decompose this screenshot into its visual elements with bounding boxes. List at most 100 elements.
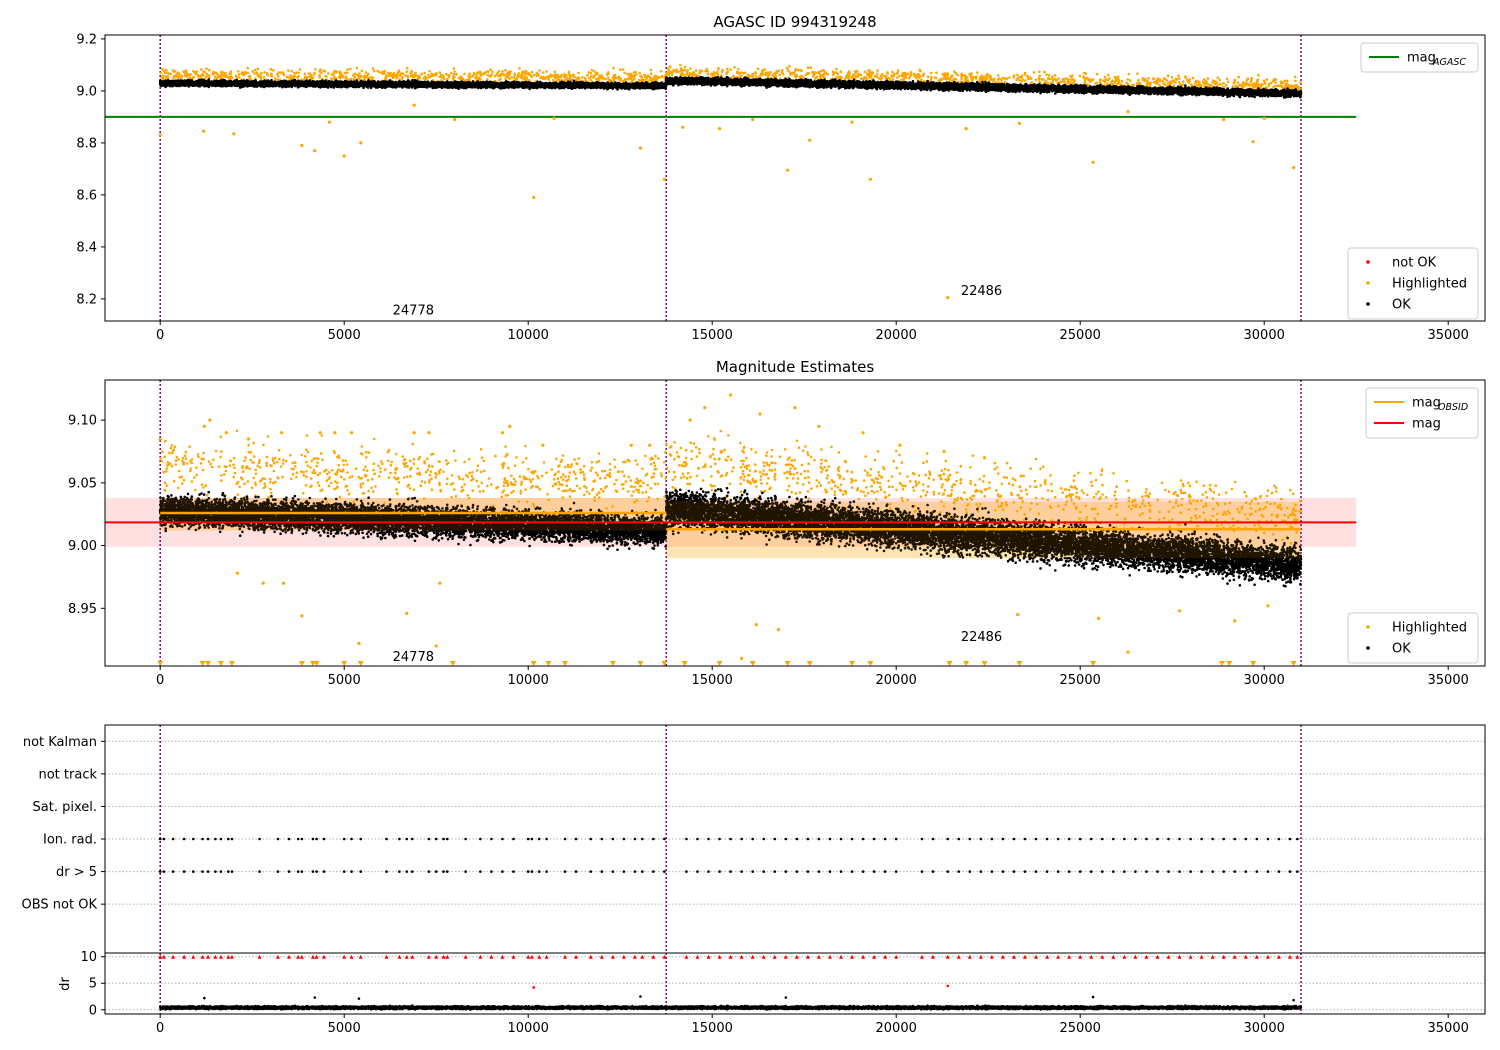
dr-clipped-marker: [200, 954, 205, 959]
dr-clipped-marker: [1243, 954, 1248, 959]
flag-point: [464, 837, 467, 841]
flag-point: [398, 837, 401, 841]
flag-point: [512, 837, 515, 841]
dr-clipped-marker: [1295, 954, 1300, 959]
flag-point: [398, 870, 401, 873]
flag-point: [158, 870, 162, 873]
y-tick-label: 9.10: [68, 414, 97, 429]
flag-point: [920, 870, 924, 873]
highlighted-point: [638, 146, 643, 150]
dr-clipped-marker: [1254, 954, 1259, 959]
clipped-low-marker: [963, 661, 970, 666]
clipped-low-marker: [681, 661, 688, 666]
flag-point: [696, 870, 699, 873]
dr-clipped-marker: [434, 954, 439, 959]
flag-point: [894, 837, 898, 841]
flag-point: [385, 870, 388, 873]
flag-point: [1056, 837, 1060, 841]
dr-clipped-marker: [1276, 954, 1281, 959]
dr-clipped-marker: [296, 954, 301, 959]
obsid-label: 22486: [961, 284, 1002, 299]
dr-clipped-marker: [349, 954, 354, 959]
flag-point: [707, 837, 710, 841]
flag-point: [762, 837, 766, 841]
clipped-low-marker: [357, 661, 364, 666]
legend-box: [1347, 247, 1479, 320]
flag-point: [1277, 837, 1281, 841]
x-tick-label: 25000: [1060, 328, 1101, 343]
flag-point: [1067, 870, 1071, 873]
highlighted-point: [1091, 160, 1095, 164]
flag-point: [931, 837, 935, 841]
flag-point: [1134, 837, 1137, 841]
flag-point: [685, 870, 688, 873]
clipped-low-marker: [1226, 661, 1233, 666]
dr-clipped-marker: [161, 954, 166, 959]
clipped-low-marker: [341, 661, 348, 666]
dr-clipped-marker: [206, 954, 211, 959]
highlighted-point: [232, 132, 236, 136]
highlighted-point: [681, 125, 685, 129]
dr-clipped-marker: [158, 954, 163, 959]
dr-clipped-marker: [728, 954, 733, 959]
flag-point: [1222, 870, 1226, 873]
dr-clipped-marker: [662, 954, 667, 959]
flag-point: [1266, 837, 1270, 841]
flag-point: [784, 870, 788, 873]
flag-point: [957, 837, 961, 841]
clipped-low-marker: [716, 661, 723, 666]
flag-point: [230, 837, 234, 841]
y-tick-label: 8.8: [76, 136, 97, 151]
flag-point: [442, 870, 445, 873]
flag-point: [1112, 870, 1115, 873]
dr-outlier-point: [313, 996, 317, 999]
legend-label: Highlighted: [1392, 621, 1467, 636]
flag-point: [526, 837, 530, 841]
dr-clipped-marker: [1199, 954, 1204, 959]
highlighted-point: [202, 424, 206, 429]
flag-point: [530, 870, 534, 873]
flag-point: [861, 837, 865, 841]
x-tick-label: 30000: [1244, 1021, 1285, 1036]
flag-point: [162, 870, 166, 873]
flag-point: [162, 837, 166, 841]
highlighted-point: [942, 449, 946, 454]
dr-clipped-marker: [640, 954, 645, 959]
legend-label: OK: [1392, 642, 1411, 657]
flag-point: [219, 837, 223, 841]
legend-box: [1347, 612, 1479, 664]
flag-point: [806, 870, 810, 873]
dr-clipped-marker: [750, 954, 755, 959]
highlighted-point: [758, 412, 762, 416]
flag-point: [296, 870, 300, 873]
x-tick-label: 5000: [328, 1021, 361, 1036]
dr-clipped-marker: [1287, 954, 1292, 959]
highlighted-point: [508, 424, 512, 429]
clipped-low-marker: [313, 661, 320, 666]
flag-point: [773, 870, 777, 873]
obsid-label: 24778: [393, 303, 434, 318]
highlighted-point: [532, 195, 536, 200]
flag-point: [1145, 870, 1148, 873]
flag-point: [563, 837, 567, 841]
plot-area: [105, 35, 1357, 321]
highlighted-point: [946, 296, 950, 300]
flag-point: [685, 837, 688, 841]
x-tick-label: 0: [156, 1021, 164, 1036]
flag-point: [574, 870, 578, 873]
flag-row-label: dr > 5: [56, 865, 97, 880]
clipped-low-marker: [1290, 661, 1297, 666]
highlighted-point: [868, 177, 873, 181]
highlighted-point: [349, 431, 354, 435]
flag-point: [350, 837, 353, 841]
dr-clipped-marker: [894, 954, 899, 959]
flag-point: [1089, 837, 1093, 841]
flag-point: [434, 870, 438, 873]
flag-point: [276, 837, 280, 841]
flag-point: [1100, 837, 1104, 841]
flag-point: [226, 870, 230, 873]
flag-point: [751, 870, 754, 873]
flag-point: [883, 837, 887, 841]
dr-clipped-marker: [1089, 954, 1094, 959]
flag-point: [445, 837, 449, 841]
